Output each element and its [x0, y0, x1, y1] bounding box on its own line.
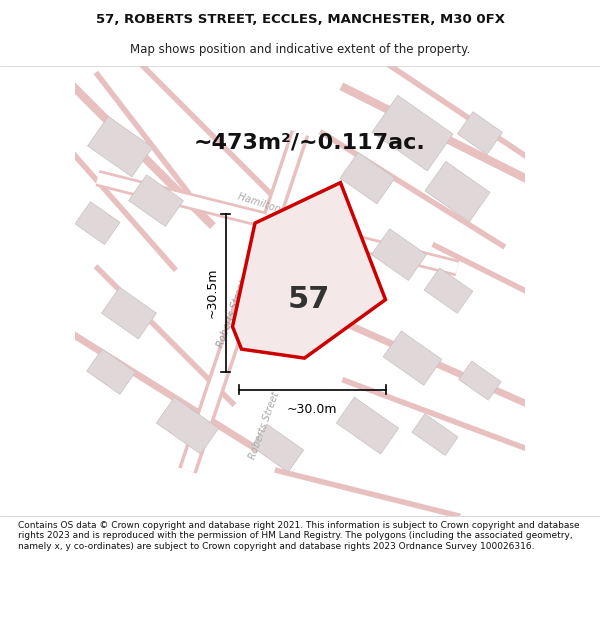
Polygon shape	[251, 424, 304, 472]
Polygon shape	[75, 202, 120, 244]
Text: ~473m²/~0.117ac.: ~473m²/~0.117ac.	[193, 132, 425, 152]
Polygon shape	[371, 229, 427, 281]
Polygon shape	[128, 175, 184, 226]
Polygon shape	[340, 152, 395, 204]
Text: Roberts Street: Roberts Street	[215, 278, 250, 348]
Polygon shape	[233, 182, 386, 358]
Polygon shape	[101, 288, 157, 339]
Polygon shape	[372, 96, 453, 171]
Text: Roberts Street: Roberts Street	[247, 391, 281, 461]
Polygon shape	[412, 414, 458, 456]
Polygon shape	[157, 398, 218, 454]
Polygon shape	[86, 349, 136, 394]
Polygon shape	[88, 116, 152, 177]
Text: Hamilton Avenue: Hamilton Avenue	[236, 192, 319, 228]
Polygon shape	[383, 331, 442, 385]
Polygon shape	[424, 268, 473, 313]
Polygon shape	[425, 161, 490, 222]
Polygon shape	[458, 112, 502, 154]
Text: 57: 57	[288, 285, 330, 314]
Text: Contains OS data © Crown copyright and database right 2021. This information is : Contains OS data © Crown copyright and d…	[18, 521, 580, 551]
Text: ~30.0m: ~30.0m	[287, 403, 338, 416]
Polygon shape	[459, 361, 501, 400]
Text: Map shows position and indicative extent of the property.: Map shows position and indicative extent…	[130, 42, 470, 56]
Text: 57, ROBERTS STREET, ECCLES, MANCHESTER, M30 0FX: 57, ROBERTS STREET, ECCLES, MANCHESTER, …	[95, 13, 505, 26]
Polygon shape	[337, 398, 398, 454]
Text: ~30.5m: ~30.5m	[206, 268, 219, 318]
